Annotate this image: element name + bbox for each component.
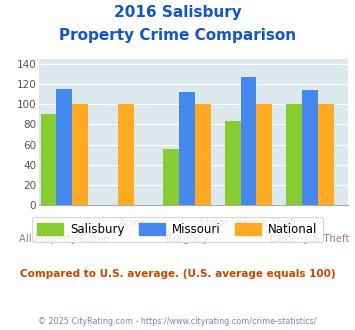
Bar <box>118 105 134 205</box>
Bar <box>302 90 318 205</box>
Text: Larceny & Theft: Larceny & Theft <box>270 234 350 244</box>
Bar <box>56 89 72 205</box>
Bar <box>40 115 56 205</box>
Text: Motor Vehicle Theft: Motor Vehicle Theft <box>200 218 297 228</box>
Bar <box>241 78 256 205</box>
Text: Property Crime Comparison: Property Crime Comparison <box>59 28 296 43</box>
Bar <box>72 105 88 205</box>
Bar <box>195 105 211 205</box>
Bar <box>318 105 334 205</box>
Bar <box>286 105 302 205</box>
Bar <box>163 148 179 205</box>
Bar <box>179 92 195 205</box>
Text: All Property Crime: All Property Crime <box>19 234 110 244</box>
Bar <box>225 121 241 205</box>
Legend: Salisbury, Missouri, National: Salisbury, Missouri, National <box>32 217 323 242</box>
Text: 2016 Salisbury: 2016 Salisbury <box>114 5 241 20</box>
Bar <box>256 105 272 205</box>
Text: © 2025 CityRating.com - https://www.cityrating.com/crime-statistics/: © 2025 CityRating.com - https://www.city… <box>38 317 317 326</box>
Text: Compared to U.S. average. (U.S. average equals 100): Compared to U.S. average. (U.S. average … <box>20 269 335 279</box>
Text: Arson: Arson <box>119 218 148 228</box>
Text: Burglary: Burglary <box>166 234 208 244</box>
